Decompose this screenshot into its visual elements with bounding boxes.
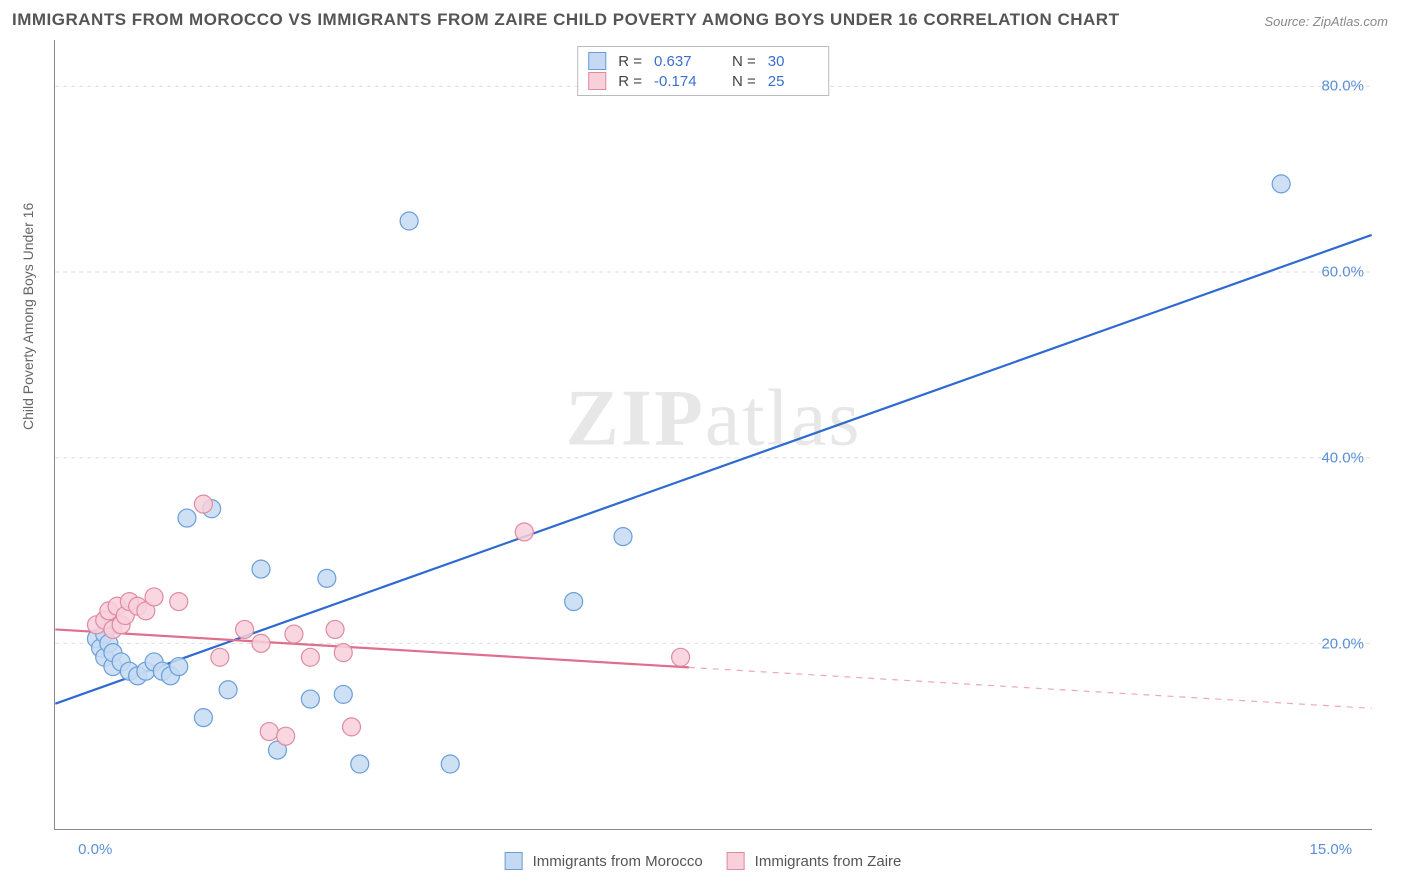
data-point-zaire [277,727,295,745]
data-point-morocco [112,653,130,671]
regression-line-dashed-zaire [689,667,1372,708]
y-tick-label: 80.0% [1321,78,1364,95]
data-point-zaire [301,648,319,666]
n-label: N = [732,73,756,90]
stats-row-zaire: R = -0.174 N = 25 [588,71,818,91]
data-point-morocco [100,634,118,652]
data-point-zaire [672,648,690,666]
data-point-zaire [100,602,118,620]
data-point-morocco [614,528,632,546]
x-tick-max: 15.0% [1310,841,1353,858]
data-point-zaire [170,593,188,611]
n-value-morocco: 30 [768,53,818,70]
data-point-morocco [87,630,105,648]
y-tick-label: 60.0% [1321,264,1364,281]
y-axis-label: Child Poverty Among Boys Under 16 [20,203,36,430]
data-point-morocco [96,625,114,643]
data-point-morocco [145,653,163,671]
data-point-morocco [129,667,147,685]
data-point-morocco [137,662,155,680]
watermark-rest: atlas [705,374,862,462]
swatch-zaire [588,72,606,90]
data-point-zaire [120,593,138,611]
legend-item-morocco: Immigrants from Morocco [505,852,703,870]
data-point-morocco [219,681,237,699]
legend-swatch-morocco [505,852,523,870]
legend-swatch-zaire [727,852,745,870]
data-point-morocco [1272,175,1290,193]
data-point-zaire [112,616,130,634]
legend-label-zaire: Immigrants from Zaire [755,853,902,870]
data-point-morocco [252,560,270,578]
swatch-morocco [588,52,606,70]
correlation-chart: IMMIGRANTS FROM MOROCCO VS IMMIGRANTS FR… [0,0,1406,892]
watermark-bold: ZIP [566,374,705,462]
data-point-zaire [87,616,105,634]
data-point-zaire [260,723,278,741]
data-point-zaire [194,495,212,513]
series-legend: Immigrants from Morocco Immigrants from Z… [505,852,902,870]
data-point-zaire [252,634,270,652]
data-point-morocco [351,755,369,773]
x-tick-min: 0.0% [78,841,112,858]
data-point-morocco [318,569,336,587]
data-point-morocco [400,212,418,230]
source-attribution: Source: ZipAtlas.com [1264,14,1388,29]
data-point-morocco [178,509,196,527]
plot-svg [55,40,1372,829]
data-point-morocco [301,690,319,708]
data-point-morocco [96,648,114,666]
data-point-morocco [170,658,188,676]
data-point-zaire [515,523,533,541]
stats-legend-box: R = 0.637 N = 30 R = -0.174 N = 25 [577,46,829,96]
data-point-zaire [211,648,229,666]
y-tick-label: 40.0% [1321,450,1364,467]
legend-item-zaire: Immigrants from Zaire [727,852,902,870]
data-point-morocco [268,741,286,759]
source-name: ZipAtlas.com [1313,14,1388,29]
data-point-zaire [108,597,126,615]
data-point-zaire [129,597,147,615]
chart-title: IMMIGRANTS FROM MOROCCO VS IMMIGRANTS FR… [12,10,1119,30]
data-point-zaire [334,644,352,662]
data-point-zaire [137,602,155,620]
data-point-morocco [203,500,221,518]
data-point-morocco [120,662,138,680]
data-point-morocco [92,639,110,657]
n-value-zaire: 25 [768,73,818,90]
data-point-morocco [441,755,459,773]
regression-line-morocco [55,235,1371,704]
data-point-morocco [104,658,122,676]
data-point-zaire [104,620,122,638]
data-point-morocco [334,685,352,703]
r-label: R = [618,53,642,70]
data-point-zaire [116,607,134,625]
n-label: N = [732,53,756,70]
y-tick-label: 20.0% [1321,636,1364,653]
source-prefix: Source: [1264,14,1312,29]
data-point-morocco [162,667,180,685]
watermark: ZIPatlas [566,373,862,464]
data-point-morocco [194,709,212,727]
data-point-zaire [236,620,254,638]
stats-row-morocco: R = 0.637 N = 30 [588,51,818,71]
data-point-zaire [343,718,361,736]
legend-label-morocco: Immigrants from Morocco [533,853,703,870]
plot-area: ZIPatlas [54,40,1372,830]
data-point-zaire [145,588,163,606]
data-point-zaire [285,625,303,643]
r-label: R = [618,73,642,90]
data-point-morocco [565,593,583,611]
r-value-morocco: 0.637 [654,53,704,70]
data-point-zaire [326,620,344,638]
data-point-morocco [104,644,122,662]
regression-line-zaire [55,629,688,667]
r-value-zaire: -0.174 [654,73,704,90]
data-point-zaire [96,611,114,629]
data-point-morocco [153,662,171,680]
